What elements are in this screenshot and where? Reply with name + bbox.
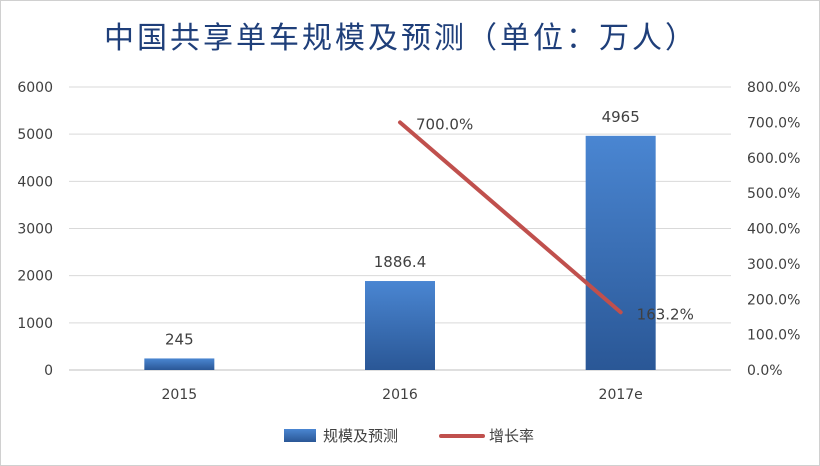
x-tick-label: 2017e	[599, 387, 643, 403]
right-tick-label: 400.0%	[747, 222, 800, 238]
right-tick-label: 500.0%	[747, 186, 800, 202]
x-tick-label: 2015	[162, 387, 198, 403]
legend: 规模及预测 增长率	[284, 427, 534, 445]
left-tick-label: 1000	[17, 316, 53, 332]
right-tick-label: 200.0%	[747, 292, 800, 308]
left-tick-label: 4000	[17, 174, 53, 190]
x-axis: 2015 2016 2017e	[162, 387, 643, 403]
bar-data-label: 245	[165, 330, 194, 348]
bar-data-label: 1886.4	[374, 253, 427, 271]
x-tick-label: 2016	[382, 387, 418, 403]
bar	[365, 281, 435, 370]
right-axis: 0.0% 100.0% 200.0% 300.0% 400.0% 500.0% 600.0%…	[747, 80, 800, 379]
right-tick-label: 600.0%	[747, 151, 800, 167]
bar	[585, 135, 656, 370]
bar	[144, 358, 215, 370]
left-tick-label: 0	[44, 363, 53, 379]
right-tick-label: 800.0%	[747, 80, 800, 96]
right-tick-label: 300.0%	[747, 257, 800, 273]
left-tick-label: 3000	[17, 222, 53, 238]
legend-bar-label: 规模及预测	[323, 427, 398, 445]
line-data-label: 163.2%	[637, 305, 694, 323]
grid-lines	[69, 86, 731, 371]
legend-line-label: 增长率	[489, 427, 534, 445]
bars: 245 1886.4 4965	[144, 108, 656, 370]
left-tick-label: 6000	[17, 80, 53, 96]
bar-data-label: 4965	[602, 108, 640, 126]
right-tick-label: 100.0%	[747, 328, 800, 344]
line-data-label: 700.0%	[416, 115, 473, 133]
right-tick-label: 700.0%	[747, 115, 800, 131]
chart-title: 中国共享单车规模及预测（单位：万人）	[104, 21, 698, 56]
left-tick-label: 2000	[17, 269, 53, 285]
legend-bar-swatch	[284, 429, 316, 442]
growth-line-path	[398, 120, 623, 315]
left-axis: 0 1000 2000 3000 4000 5000 6000	[17, 80, 53, 379]
growth-line: 700.0% 163.2%	[398, 115, 694, 323]
left-tick-label: 5000	[17, 127, 53, 143]
right-tick-label: 0.0%	[747, 363, 783, 379]
